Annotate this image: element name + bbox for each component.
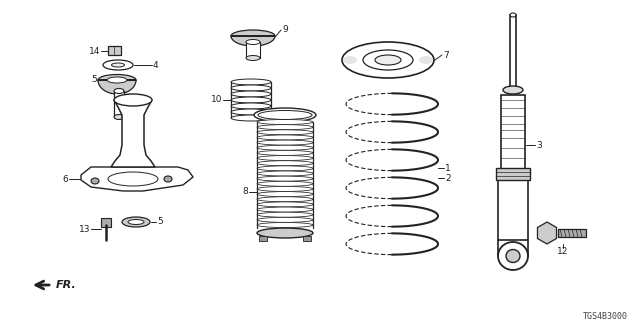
Ellipse shape bbox=[257, 161, 313, 166]
Ellipse shape bbox=[257, 202, 313, 207]
Ellipse shape bbox=[108, 172, 158, 186]
Ellipse shape bbox=[231, 97, 271, 103]
Ellipse shape bbox=[254, 108, 316, 122]
Ellipse shape bbox=[257, 197, 313, 202]
Text: 3: 3 bbox=[536, 140, 541, 149]
Text: 4: 4 bbox=[153, 60, 159, 69]
Text: 8: 8 bbox=[243, 187, 248, 196]
Polygon shape bbox=[538, 222, 557, 244]
Ellipse shape bbox=[257, 156, 313, 161]
Ellipse shape bbox=[257, 181, 313, 186]
Ellipse shape bbox=[257, 192, 313, 196]
Ellipse shape bbox=[342, 42, 434, 78]
Ellipse shape bbox=[246, 55, 260, 60]
Ellipse shape bbox=[257, 228, 313, 238]
Ellipse shape bbox=[231, 85, 271, 91]
Polygon shape bbox=[111, 100, 155, 167]
Ellipse shape bbox=[103, 60, 133, 70]
Bar bbox=[114, 91, 124, 117]
Ellipse shape bbox=[257, 171, 313, 176]
Text: 13: 13 bbox=[79, 225, 90, 234]
Ellipse shape bbox=[128, 220, 144, 225]
Bar bbox=[303, 236, 311, 241]
Bar bbox=[101, 218, 111, 227]
Ellipse shape bbox=[506, 250, 520, 262]
Ellipse shape bbox=[257, 130, 313, 135]
Ellipse shape bbox=[231, 103, 271, 109]
Ellipse shape bbox=[257, 176, 313, 181]
Text: TGS4B3000: TGS4B3000 bbox=[583, 312, 628, 320]
Text: 5: 5 bbox=[157, 218, 163, 227]
Bar bbox=[108, 46, 121, 55]
Bar bbox=[498, 180, 528, 240]
Text: FR.: FR. bbox=[56, 280, 77, 290]
Ellipse shape bbox=[231, 30, 275, 42]
Ellipse shape bbox=[257, 222, 313, 228]
Ellipse shape bbox=[231, 79, 271, 85]
Ellipse shape bbox=[114, 94, 152, 106]
Ellipse shape bbox=[257, 187, 313, 191]
Ellipse shape bbox=[122, 217, 150, 227]
Ellipse shape bbox=[257, 207, 313, 212]
Text: 2: 2 bbox=[445, 174, 451, 183]
Ellipse shape bbox=[503, 86, 523, 94]
Ellipse shape bbox=[257, 135, 313, 140]
Ellipse shape bbox=[343, 56, 357, 64]
Ellipse shape bbox=[257, 217, 313, 222]
Bar bbox=[501, 95, 525, 170]
Text: 6: 6 bbox=[62, 174, 68, 183]
Bar bbox=[246, 42, 260, 58]
Ellipse shape bbox=[107, 77, 127, 83]
Text: 12: 12 bbox=[557, 247, 569, 257]
Text: 11: 11 bbox=[134, 100, 145, 108]
Text: 10: 10 bbox=[211, 95, 222, 105]
Ellipse shape bbox=[91, 178, 99, 184]
Polygon shape bbox=[231, 36, 275, 46]
Text: 14: 14 bbox=[88, 46, 100, 55]
Text: 7: 7 bbox=[443, 51, 449, 60]
Text: 9: 9 bbox=[282, 26, 288, 35]
Ellipse shape bbox=[111, 63, 125, 67]
Ellipse shape bbox=[98, 75, 136, 85]
Text: 1: 1 bbox=[445, 164, 451, 173]
Ellipse shape bbox=[375, 55, 401, 65]
Ellipse shape bbox=[257, 119, 313, 124]
Polygon shape bbox=[98, 80, 136, 94]
Ellipse shape bbox=[498, 242, 528, 270]
Ellipse shape bbox=[257, 140, 313, 145]
Ellipse shape bbox=[419, 56, 433, 64]
Ellipse shape bbox=[231, 109, 271, 115]
Ellipse shape bbox=[114, 89, 124, 93]
Polygon shape bbox=[81, 167, 193, 191]
Bar bbox=[558, 229, 586, 237]
Ellipse shape bbox=[164, 176, 172, 182]
Ellipse shape bbox=[114, 115, 124, 119]
Ellipse shape bbox=[231, 91, 271, 97]
Ellipse shape bbox=[246, 39, 260, 44]
Ellipse shape bbox=[231, 115, 271, 121]
Bar bbox=[259, 236, 267, 241]
Ellipse shape bbox=[257, 125, 313, 130]
Ellipse shape bbox=[258, 110, 312, 119]
Ellipse shape bbox=[257, 166, 313, 171]
Bar bbox=[510, 15, 516, 90]
Ellipse shape bbox=[510, 13, 516, 17]
Ellipse shape bbox=[363, 50, 413, 70]
Ellipse shape bbox=[257, 145, 313, 150]
Text: 5: 5 bbox=[92, 76, 97, 84]
Ellipse shape bbox=[257, 212, 313, 217]
Bar bbox=[496, 168, 530, 180]
Ellipse shape bbox=[257, 150, 313, 156]
